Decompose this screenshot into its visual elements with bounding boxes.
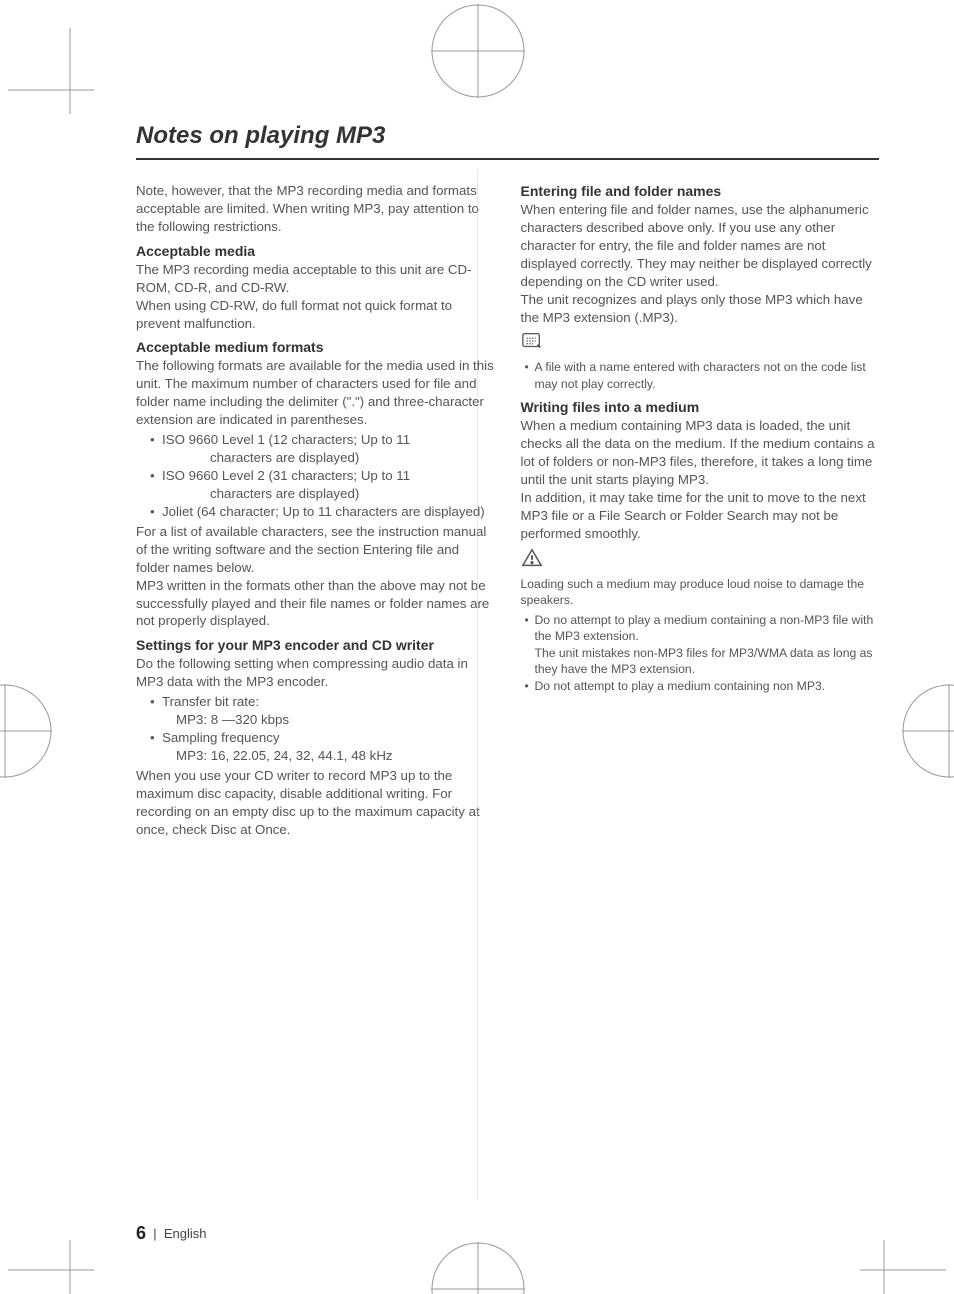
list-item: Sampling frequency	[162, 729, 280, 747]
body-text: The following formats are available for …	[136, 357, 495, 429]
warning-text: The unit mistakes non-MP3 files for MP3/…	[535, 645, 880, 678]
body-text: Do the following setting when compressin…	[136, 655, 495, 691]
list-item: MP3: 16, 22.05, 24, 32, 44.1, 48 kHz	[176, 747, 495, 765]
body-text: When entering file and folder names, use…	[521, 201, 880, 327]
left-column: Note, however, that the MP3 recording me…	[136, 182, 495, 839]
list-item: Transfer bit rate:	[162, 693, 259, 711]
body-text: For a list of available characters, see …	[136, 523, 495, 631]
intro-text: Note, however, that the MP3 recording me…	[136, 182, 495, 236]
section-heading: Entering file and folder names	[521, 182, 880, 201]
body-text: When a medium containing MP3 data is loa…	[521, 417, 880, 543]
note-icon	[521, 330, 880, 357]
right-column: Entering file and folder names When ente…	[521, 182, 880, 839]
page-title: Notes on playing MP3	[136, 122, 879, 160]
warning-text: Loading such a medium may produce loud n…	[521, 576, 880, 609]
list-item: characters are displayed)	[210, 449, 495, 467]
warning-text: Do no attempt to play a medium containin…	[535, 612, 880, 645]
page-footer: 6 | English	[136, 1223, 206, 1244]
note-text: A file with a name entered with characte…	[535, 359, 880, 392]
section-heading: Acceptable medium formats	[136, 338, 495, 357]
warning-text: Do not attempt to play a medium containi…	[535, 678, 826, 694]
section-heading: Acceptable media	[136, 242, 495, 261]
list-item: MP3: 8 —320 kbps	[176, 711, 495, 729]
body-text: The MP3 recording media acceptable to th…	[136, 261, 495, 333]
list-item: ISO 9660 Level 1 (12 characters; Up to 1…	[162, 431, 410, 449]
list-item: characters are displayed)	[210, 485, 495, 503]
list-item: ISO 9660 Level 2 (31 characters; Up to 1…	[162, 467, 410, 485]
body-text: When you use your CD writer to record MP…	[136, 767, 495, 839]
list-item: Joliet (64 character; Up to 11 character…	[162, 503, 485, 521]
section-heading: Settings for your MP3 encoder and CD wri…	[136, 636, 495, 655]
warning-icon	[521, 547, 880, 574]
section-heading: Writing files into a medium	[521, 398, 880, 417]
